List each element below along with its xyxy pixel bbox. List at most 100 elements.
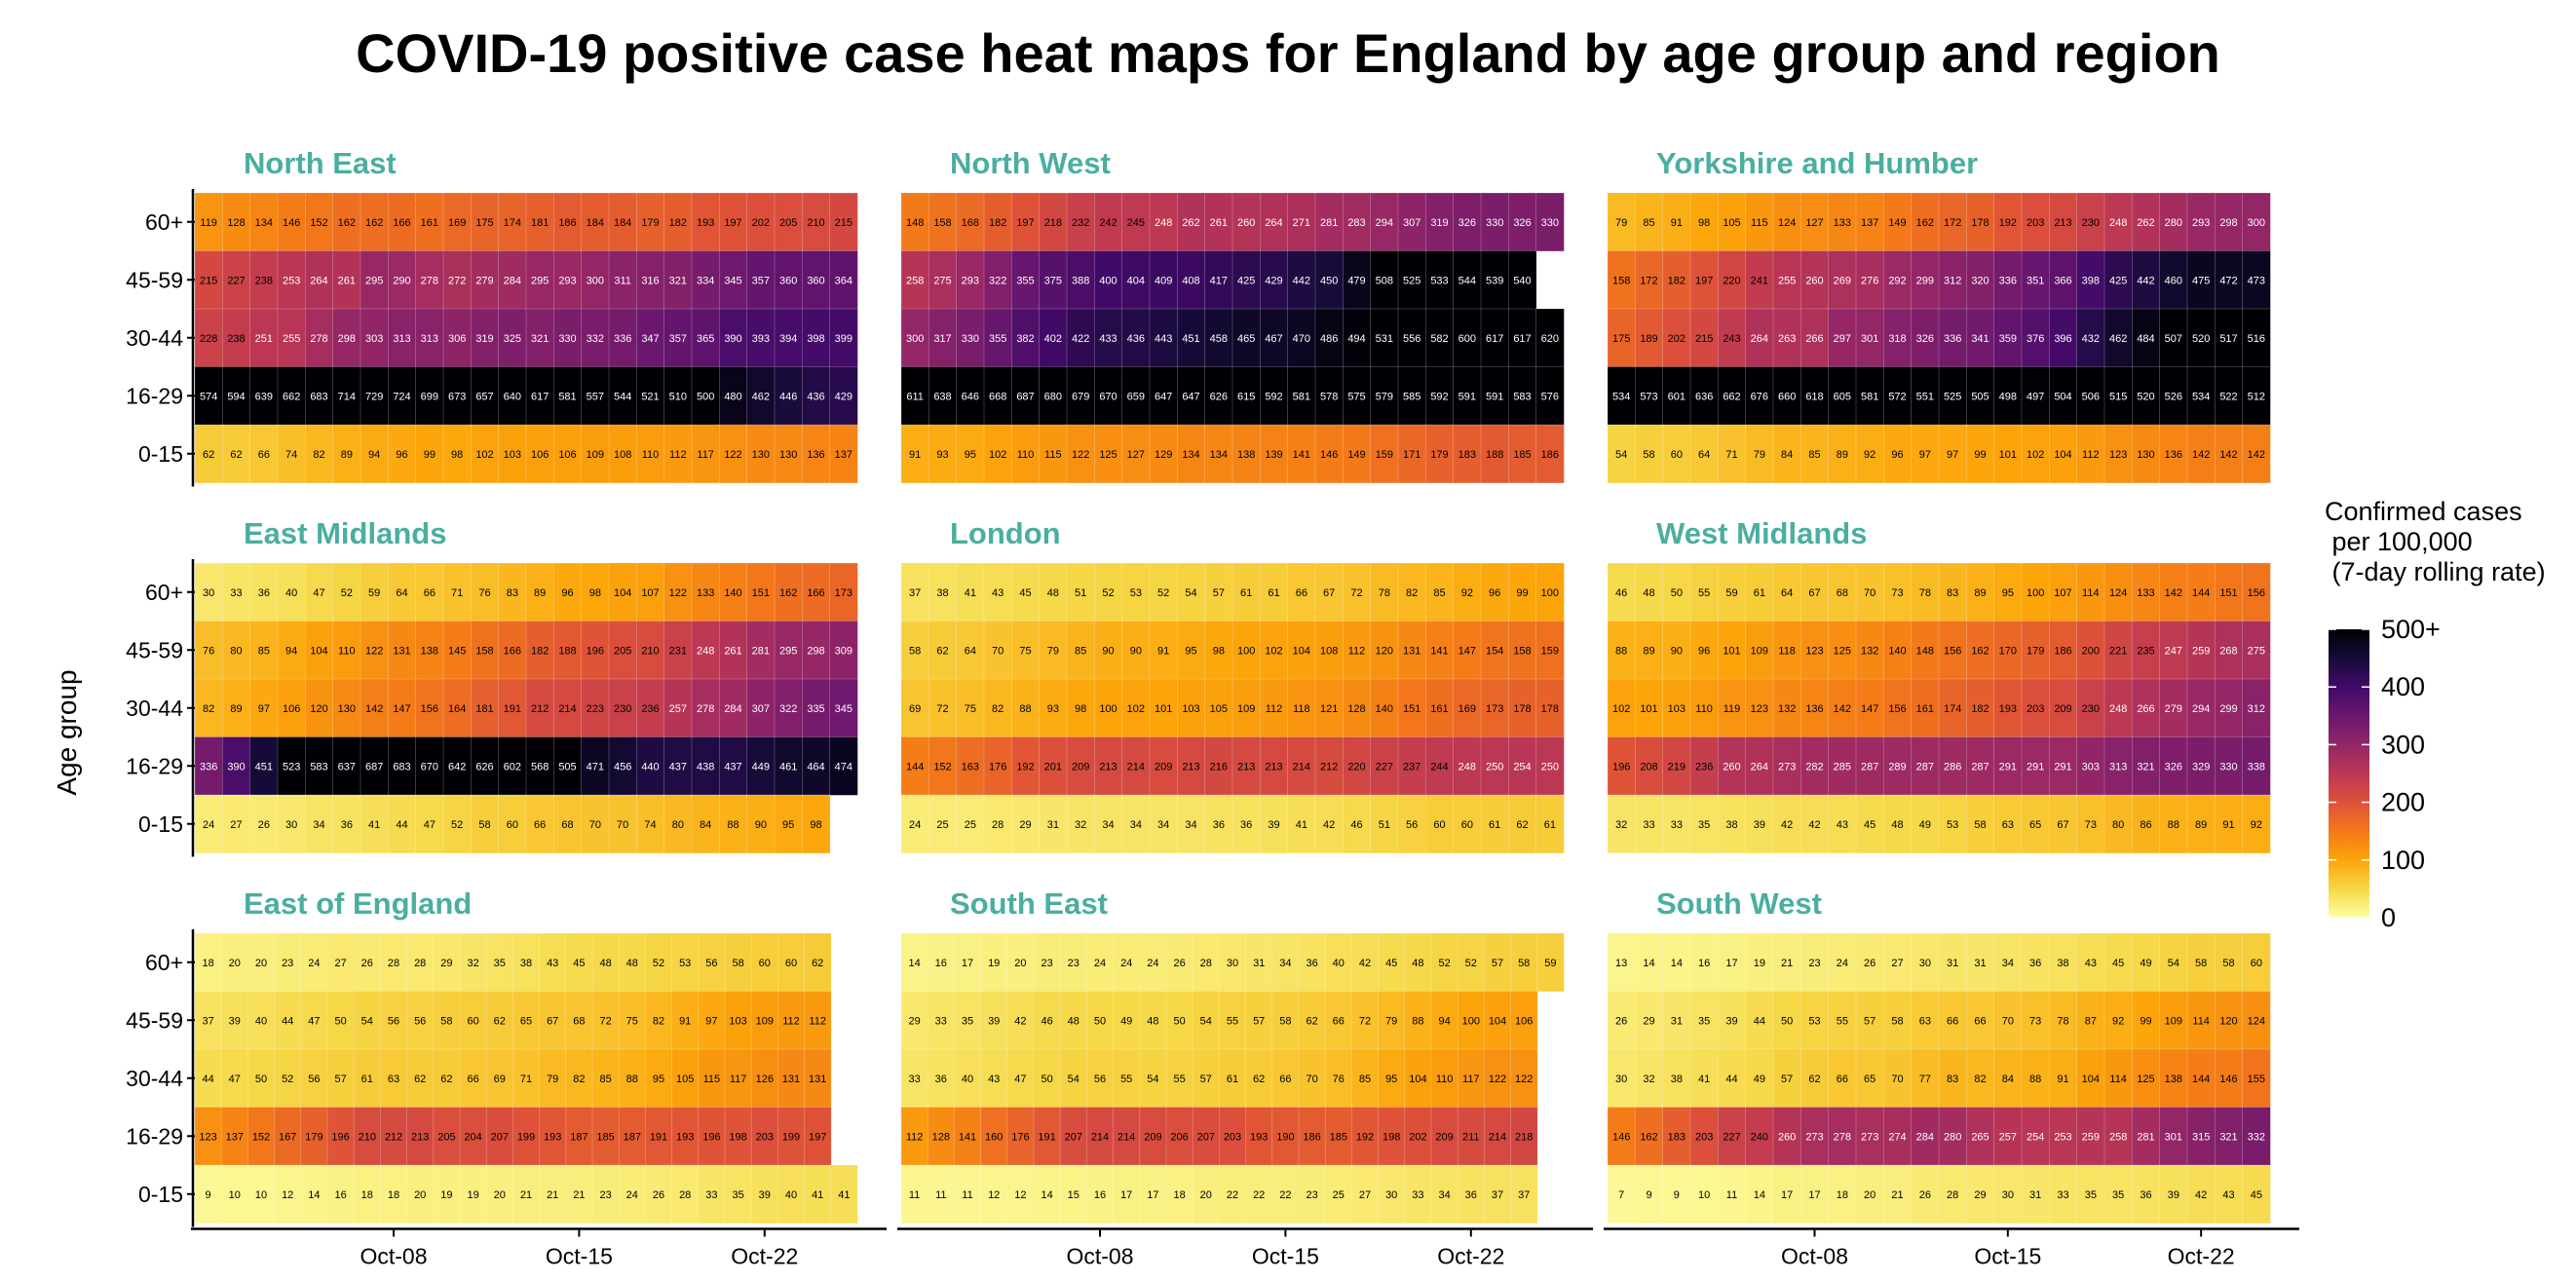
heat-cell	[2242, 736, 2271, 796]
cell-value-label: 152	[252, 1131, 270, 1143]
heat-cell	[1287, 308, 1316, 368]
heat-cell	[983, 736, 1013, 796]
cell-value-label: 61	[361, 1074, 373, 1085]
cell-value-label: 54	[2168, 958, 2179, 969]
heat-cell	[415, 424, 444, 484]
cell-value-label: 123	[199, 1131, 216, 1143]
heat-cell	[1993, 621, 2023, 680]
heat-cell	[1535, 736, 1565, 796]
cell-value-label: 326	[1513, 217, 1531, 229]
cell-value-label: 62	[414, 1074, 426, 1085]
heat-cell	[2049, 1107, 2078, 1166]
cell-value-label: 285	[1834, 761, 1851, 772]
heat-cell	[1011, 678, 1041, 738]
cell-value-label: 173	[835, 587, 852, 599]
cell-value-label: 29	[1019, 819, 1031, 831]
heat-cell	[591, 932, 620, 993]
heat-cell	[433, 1107, 461, 1166]
heat-cell	[746, 736, 776, 796]
heat-cell	[326, 1164, 355, 1224]
heat-cell	[415, 366, 444, 426]
heat-cell	[2186, 736, 2216, 796]
cell-value-label: 41	[368, 819, 380, 831]
cell-value-label: 66	[1974, 1015, 1986, 1027]
heat-cell	[1039, 736, 1068, 796]
heat-cell	[691, 192, 721, 252]
cell-value-label: 272	[448, 275, 466, 286]
heat-cell	[1343, 308, 1372, 368]
heat-cell	[1689, 678, 1720, 738]
heat-cell	[1745, 424, 1774, 484]
heat-cell	[1086, 991, 1115, 1050]
cell-value-label: 27	[334, 958, 346, 969]
cell-value-label: 295	[779, 645, 797, 657]
cell-value-label: 534	[2192, 391, 2210, 402]
cell-value-label: 61	[1754, 587, 1765, 599]
heat-cell	[1011, 562, 1041, 622]
heat-cell	[1828, 192, 1857, 252]
heat-cell	[1607, 1107, 1637, 1166]
cell-value-label: 168	[962, 217, 979, 229]
heat-cell	[1745, 678, 1774, 738]
cell-value-label: 191	[1038, 1131, 1055, 1143]
cell-value-label: 636	[1695, 391, 1713, 402]
cell-value-label: 179	[2027, 645, 2044, 657]
heat-cell	[1911, 736, 1940, 796]
cell-value-label: 20	[414, 1189, 426, 1201]
cell-value-label: 462	[752, 391, 770, 402]
cell-value-label: 52	[451, 819, 463, 831]
heat-cell	[636, 562, 665, 622]
cell-value-label: 242	[1099, 217, 1117, 229]
cell-value-label: 262	[2137, 217, 2154, 229]
cell-value-label: 24	[203, 819, 214, 831]
cell-value-label: 61	[1489, 819, 1500, 831]
cell-value-label: 398	[807, 333, 824, 345]
cell-value-label: 64	[1698, 449, 1710, 461]
cell-value-label: 260	[1805, 275, 1823, 286]
heat-cell	[954, 1107, 982, 1166]
cell-value-label: 345	[724, 275, 741, 286]
heat-cell	[2049, 794, 2078, 854]
cell-value-label: 58	[440, 1015, 452, 1027]
heat-cell	[1607, 794, 1637, 854]
heat-cell	[724, 1048, 752, 1109]
cell-value-label: 248	[697, 645, 714, 657]
cell-value-label: 205	[437, 1131, 455, 1143]
cell-value-label: 83	[507, 587, 518, 599]
heat-cell	[553, 736, 583, 796]
cell-value-label: 56	[1094, 1074, 1106, 1085]
cell-value-label: 45	[1864, 819, 1875, 831]
heat-cell	[774, 192, 804, 252]
heat-cell	[512, 1107, 541, 1166]
heat-cell	[2215, 794, 2244, 854]
heat-cell	[2132, 621, 2161, 680]
heat-cell	[380, 991, 408, 1050]
cell-value-label: 131	[782, 1074, 800, 1085]
heat-cell	[2159, 1107, 2188, 1166]
heat-cell	[498, 192, 527, 252]
cell-value-label: 92	[2251, 819, 2262, 831]
cell-value-label: 68	[573, 1015, 585, 1027]
cell-value-label: 182	[669, 217, 687, 229]
heat-cell	[1094, 794, 1123, 854]
cell-value-label: 662	[1723, 391, 1740, 402]
heat-cell	[1039, 678, 1068, 738]
heat-cell	[1662, 678, 1691, 738]
heat-cell	[1094, 424, 1123, 484]
cell-value-label: 232	[1072, 217, 1089, 229]
heat-cell	[353, 991, 382, 1050]
heat-cell	[581, 250, 610, 310]
cell-value-label: 198	[1383, 1131, 1400, 1143]
heat-cell	[274, 932, 302, 993]
cell-value-label: 51	[1379, 819, 1390, 831]
cell-value-label: 271	[1293, 217, 1310, 229]
cell-value-label: 210	[359, 1131, 376, 1143]
cell-value-label: 38	[2057, 958, 2068, 969]
heat-cell	[1745, 562, 1774, 622]
cell-value-label: 149	[1888, 217, 1906, 229]
heat-cell	[1370, 424, 1399, 484]
heat-cell	[1378, 1048, 1406, 1109]
cell-value-label: 104	[2082, 1074, 2100, 1085]
cell-value-label: 178	[1971, 217, 1989, 229]
